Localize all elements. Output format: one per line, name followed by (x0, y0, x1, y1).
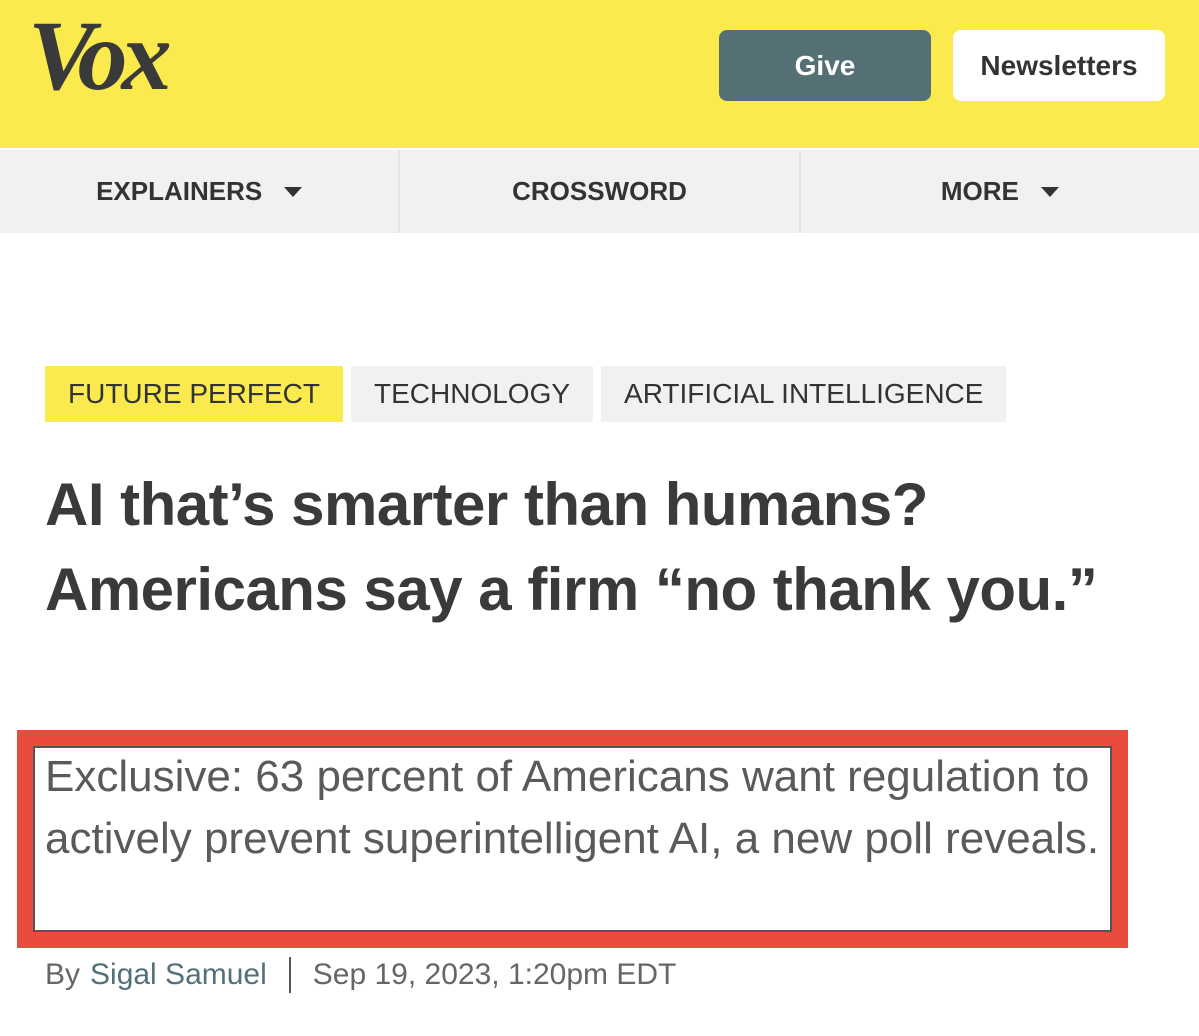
nav-label: MORE (940, 176, 1019, 206)
highlight-inner (33, 746, 1112, 932)
newsletters-button[interactable]: Newsletters (953, 30, 1165, 101)
tag[interactable]: TECHNOLOGY (351, 366, 594, 422)
header: Vox Give Newsletters (0, 0, 1199, 148)
subheadline: Exclusive: 63 percent of Americans want … (45, 752, 1100, 863)
tag[interactable]: ARTIFICIAL INTELLIGENCE (601, 366, 1007, 422)
byline: By Sigal Samuel Sep 19, 2023, 1:20pm EDT (45, 955, 676, 995)
nav-item[interactable]: CROSSWORD (400, 150, 801, 233)
nav-bar: EXPLAINERS CROSSWORD MORE (0, 150, 1199, 233)
author-link[interactable]: Sigal Samuel (90, 958, 267, 991)
highlight-box (17, 730, 1128, 948)
give-button[interactable]: Give (719, 30, 931, 101)
logo[interactable]: Vox (28, 0, 172, 111)
tag-list: FUTURE PERFECT TECHNOLOGY ARTIFICIAL INT… (45, 366, 1007, 422)
dropdown-caret (284, 186, 303, 197)
headline: AI that’s smarter than humans? Americans… (45, 471, 1098, 623)
byline-prefix: By (45, 958, 81, 991)
dropdown-caret (1040, 186, 1059, 197)
nav-label: EXPLAINERS (96, 176, 263, 206)
nav-label: CROSSWORD (512, 176, 687, 206)
nav-item[interactable]: MORE (801, 150, 1199, 233)
separator (288, 957, 291, 993)
date: Sep 19, 2023, 1:20pm EDT (312, 958, 677, 991)
nav-item[interactable]: EXPLAINERS (0, 150, 401, 233)
tag[interactable]: FUTURE PERFECT (45, 366, 343, 422)
